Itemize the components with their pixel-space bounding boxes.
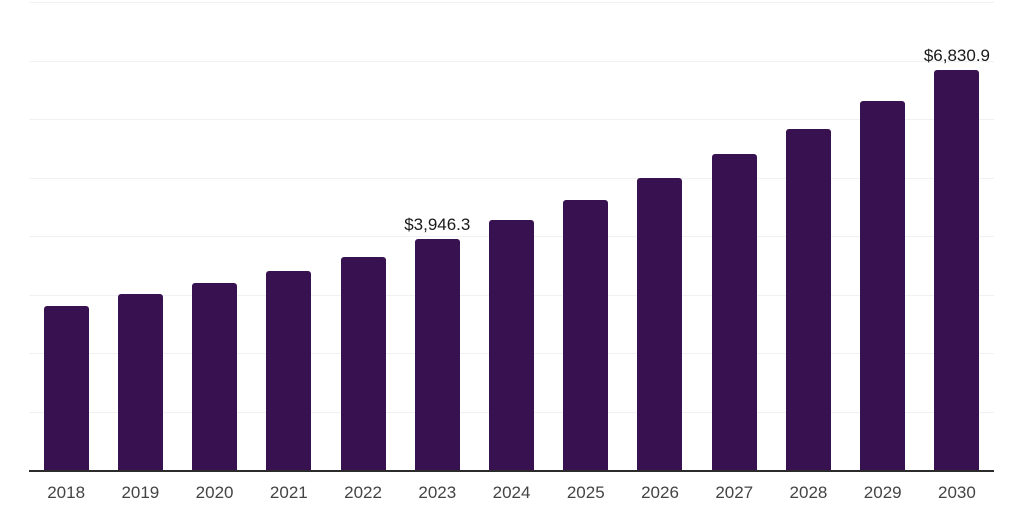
bar-slot bbox=[177, 2, 251, 470]
bar-slot bbox=[771, 2, 845, 470]
bar-slot bbox=[623, 2, 697, 470]
bar-slot: $6,830.9 bbox=[920, 2, 994, 470]
bar-slot bbox=[29, 2, 103, 470]
x-axis: 2018 2019 2020 2021 2022 2023 2024 2025 2026 2027… bbox=[29, 483, 994, 503]
bar-2022 bbox=[340, 256, 386, 470]
bar-value-label: $3,946.3 bbox=[404, 215, 471, 235]
bar-value-label: $6,830.9 bbox=[923, 46, 991, 66]
gridline bbox=[29, 60, 994, 62]
bar-2021 bbox=[266, 270, 312, 470]
bar-slot bbox=[252, 2, 326, 470]
bar-slot bbox=[846, 2, 920, 470]
gridline bbox=[29, 2, 994, 3]
bar-2024 bbox=[489, 220, 535, 470]
bar-2029 bbox=[860, 100, 906, 470]
gridline bbox=[29, 177, 994, 179]
bar-slot bbox=[474, 2, 548, 470]
x-axis-tick-label: 2027 bbox=[715, 483, 754, 502]
plot-area: $3,946.3 $6,830.9 bbox=[29, 2, 994, 472]
x-axis-tick-label: 2030 bbox=[938, 483, 976, 502]
bar-2020 bbox=[192, 283, 238, 470]
x-axis-tick-label: 2018 bbox=[47, 483, 86, 502]
x-axis-tick-label: 2019 bbox=[121, 483, 160, 502]
gridline bbox=[29, 119, 994, 120]
bar-2023 bbox=[414, 239, 460, 470]
x-axis-tick-label: 2025 bbox=[566, 483, 605, 502]
x-axis-line bbox=[29, 470, 994, 472]
x-axis-tick-label: 2021 bbox=[269, 483, 308, 502]
bar-2019 bbox=[117, 293, 163, 470]
bar-2030 bbox=[934, 70, 980, 470]
x-axis-tick-label: 2023 bbox=[418, 483, 457, 502]
x-axis-tick-label: 2028 bbox=[789, 483, 828, 502]
bar-2025 bbox=[563, 200, 609, 470]
x-axis-tick-label: 2022 bbox=[344, 483, 382, 502]
x-axis-tick-label: 2024 bbox=[492, 483, 531, 502]
bar-slot bbox=[697, 2, 771, 470]
bar-2028 bbox=[785, 128, 831, 470]
bar-2027 bbox=[711, 154, 757, 470]
bar-slot bbox=[326, 2, 400, 470]
bar-slot bbox=[103, 2, 177, 470]
x-axis-tick-label: 2029 bbox=[863, 483, 902, 502]
x-axis-tick-label: 2020 bbox=[195, 483, 234, 502]
bar-slot: $3,946.3 bbox=[400, 2, 474, 470]
bars-row: $3,946.3 $6,830.9 bbox=[29, 2, 994, 470]
bar-slot bbox=[549, 2, 623, 470]
bar-2026 bbox=[637, 178, 683, 470]
bar-2018 bbox=[43, 306, 89, 470]
x-axis-tick-label: 2026 bbox=[641, 483, 679, 502]
